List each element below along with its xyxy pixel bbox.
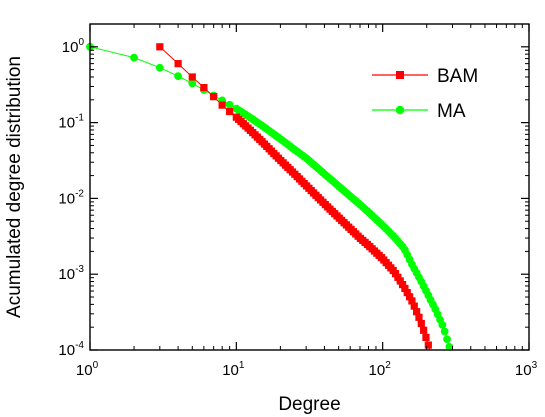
ma-point bbox=[174, 72, 183, 81]
bam-point bbox=[413, 308, 421, 316]
bam-point bbox=[408, 297, 416, 305]
bam-point bbox=[417, 319, 425, 328]
bam-point bbox=[401, 284, 409, 293]
plot-frame bbox=[89, 23, 530, 351]
legend-label-bam: BAM bbox=[437, 66, 478, 87]
series-layer bbox=[86, 42, 454, 351]
bam-point bbox=[405, 293, 414, 301]
ma-point bbox=[445, 343, 454, 351]
y-tick-label: 10-3 bbox=[58, 264, 84, 283]
bam-point bbox=[218, 101, 226, 109]
bam-point bbox=[226, 107, 234, 116]
bam-point bbox=[174, 60, 182, 68]
y-tick-label: 100 bbox=[62, 37, 85, 56]
x-axis-title: Degree bbox=[278, 394, 340, 415]
x-tick-label: 100 bbox=[76, 360, 99, 379]
x-tick-label: 102 bbox=[369, 360, 392, 379]
bam-point bbox=[424, 341, 432, 349]
bam-point bbox=[156, 43, 164, 51]
bam-point bbox=[415, 313, 423, 321]
x-tick-label: 101 bbox=[222, 360, 245, 379]
y-tick-label: 10-4 bbox=[58, 340, 84, 359]
legend-marker-bam bbox=[396, 71, 404, 79]
legend: BAM MA bbox=[372, 66, 478, 122]
ma-point bbox=[440, 327, 449, 336]
bam-point bbox=[394, 273, 402, 281]
bam-point bbox=[396, 277, 404, 285]
bam-point bbox=[188, 73, 196, 81]
bam-point bbox=[391, 270, 400, 278]
labels-layer: 100 101 102 103 100 10-1 10-2 10-3 10-4 bbox=[58, 37, 537, 379]
bam-point bbox=[410, 302, 418, 310]
ma-point bbox=[438, 320, 447, 329]
legend-marker-ma bbox=[395, 105, 405, 115]
ma-point bbox=[188, 79, 197, 88]
ma-point bbox=[443, 335, 451, 344]
y-axis-title: Acumulated degree distribution bbox=[4, 56, 25, 318]
y-tick-label: 10-2 bbox=[58, 188, 84, 207]
x-tick-label: 103 bbox=[515, 360, 538, 379]
bam-point bbox=[398, 280, 407, 289]
ma-point bbox=[130, 53, 138, 62]
y-tick-label: 10-1 bbox=[58, 113, 84, 132]
bam-point bbox=[403, 288, 411, 297]
bam-point bbox=[422, 333, 430, 341]
ma-point bbox=[225, 100, 234, 109]
legend-label-ma: MA bbox=[437, 101, 466, 122]
ma-point bbox=[155, 63, 164, 72]
bam-point bbox=[200, 83, 208, 92]
ticks-layer bbox=[89, 23, 530, 351]
bam-point bbox=[420, 326, 428, 334]
bam-point bbox=[210, 93, 218, 101]
